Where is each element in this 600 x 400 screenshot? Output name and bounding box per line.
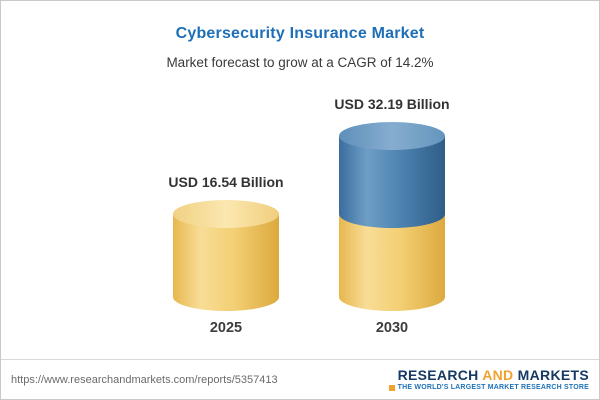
- cylinder-2025: [173, 200, 279, 311]
- bar-group-2030: USD 32.19 Billion 2030: [334, 96, 449, 336]
- logo-wordmark: RESEARCH AND MARKETS: [398, 367, 589, 383]
- report-url: https://www.researchandmarkets.com/repor…: [11, 373, 278, 386]
- cylinder-2025-top-ellipse: [173, 200, 279, 228]
- logo-tagline-row: THE WORLD'S LARGEST MARKET RESEARCH STOR…: [388, 383, 589, 392]
- cylinder-2030-top-ellipse: [339, 122, 445, 150]
- chart-subtitle: Market forecast to grow at a CAGR of 14.…: [166, 55, 434, 70]
- axis-label-2025: 2025: [209, 320, 243, 336]
- research-and-markets-logo: RESEARCH AND MARKETS THE WORLD'S LARGEST…: [388, 367, 589, 392]
- logo-word-and: AND: [482, 367, 514, 384]
- value-label-2025: USD 16.54 Billion: [168, 174, 284, 190]
- logo-word-research: RESEARCH: [397, 367, 479, 384]
- value-label-2030: USD 32.19 Billion: [334, 96, 450, 112]
- chart-title: Cybersecurity Insurance Market: [175, 25, 425, 42]
- logo-tagline-text: THE WORLD'S LARGEST MARKET RESEARCH STOR…: [397, 383, 589, 391]
- cylinder-2030-growth: [339, 122, 445, 228]
- logo-square-icon: [388, 384, 395, 391]
- logo-word-markets: MARKETS: [517, 367, 589, 384]
- footer: https://www.researchandmarkets.com/repor…: [1, 359, 599, 399]
- cylinder-2030-base: [339, 214, 445, 311]
- axis-label-2030: 2030: [375, 320, 409, 336]
- bar-group-2025: USD 16.54 Billion 2025: [168, 174, 283, 336]
